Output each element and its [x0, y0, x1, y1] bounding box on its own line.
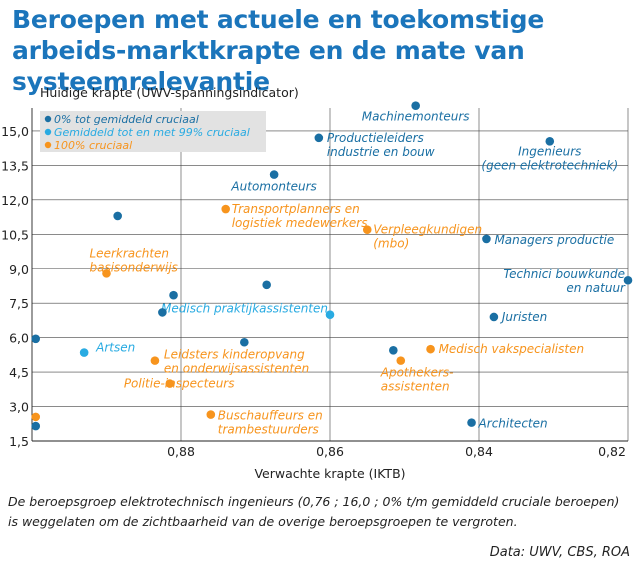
- point-label-line: trambestuurders: [218, 423, 319, 437]
- point-label-line: en natuur: [566, 281, 626, 295]
- legend-box: [40, 111, 266, 152]
- y-tick-label: 10,5: [1, 227, 29, 242]
- data-point: [396, 356, 406, 365]
- point-label: Productieleiders industrie en bouw: [327, 131, 435, 159]
- point-label-line: Productieleiders: [327, 131, 424, 145]
- point-label-line: Transportplanners en: [232, 202, 360, 216]
- data-point: [467, 418, 476, 427]
- point-label: Medisch praktijkassistenten: [161, 302, 328, 316]
- point-label: Leidsters kinderopvang en onderwijsassist…: [164, 348, 309, 376]
- point-label: Artsen: [95, 341, 135, 355]
- legend-entry-label: 0% tot gemiddeld cruciaal: [54, 113, 199, 126]
- point-label: Managers productie: [494, 233, 614, 247]
- point-label-line: basisonderwijs: [90, 260, 178, 274]
- data-point: [79, 348, 89, 357]
- data-point: [269, 170, 279, 179]
- data-point: [325, 310, 335, 319]
- data-point: [31, 421, 41, 431]
- point-label-line: Politie-inspecteurs: [124, 377, 235, 391]
- point-label-line: Ingenieurs: [518, 144, 581, 158]
- data-point: [169, 290, 178, 300]
- y-tick-label: 12,0: [1, 193, 29, 208]
- data-point: [221, 204, 230, 214]
- point-label-line: Buschauffeurs en: [218, 409, 323, 423]
- data-point: [102, 269, 111, 278]
- data-point: [206, 410, 216, 419]
- data-point: [389, 345, 398, 355]
- point-label-line: Managers productie: [494, 233, 614, 247]
- point-label: Medisch vakspecialisten: [439, 342, 585, 356]
- data-point: [623, 275, 633, 285]
- legend-marker: [44, 141, 52, 149]
- point-label-line: Juristen: [500, 310, 547, 324]
- point-label-line: Artsen: [95, 341, 135, 355]
- y-tick-label: 9,0: [9, 262, 29, 277]
- point-label-line: Machinemonteurs: [362, 110, 470, 124]
- data-point: [426, 344, 435, 354]
- legend-entry-label: 100% cruciaal: [54, 139, 132, 152]
- x-tick-label: 0,88: [167, 444, 195, 459]
- y-tick-label: 6,0: [9, 331, 29, 346]
- scatter-chart: 1,5 3,0 4,5 6,0 7,5 9,0 10,5 12,0 13,5 15,0 0,88 0,…: [1, 85, 633, 481]
- data-point: [31, 334, 41, 344]
- point-label: Transportplanners en logistiek medewerker…: [232, 202, 368, 230]
- y-tick-label: 7,5: [9, 296, 29, 311]
- data-point: [411, 101, 420, 111]
- point-label-line: (mbo): [373, 237, 409, 251]
- x-tick-label: 0,84: [465, 444, 493, 459]
- point-label: Apothekers-assistenten: [380, 366, 454, 394]
- y-tick-label: 1,5: [9, 434, 29, 449]
- chart-footnote: De beroepsgroep elektrotechnisch ingenie…: [8, 494, 620, 529]
- data-point: [165, 379, 175, 388]
- point-label-line: (geen elektrotechniek): [481, 158, 618, 172]
- data-point: [113, 211, 122, 221]
- legend-entry-label: Gemiddeld tot en met 99% cruciaal: [54, 126, 250, 139]
- point-label: Politie-inspecteurs: [124, 377, 235, 391]
- point-label-line: Technici bouwkunde: [503, 267, 625, 281]
- point-label-line: Medisch praktijkassistenten: [161, 302, 328, 316]
- data-point: [150, 356, 160, 365]
- point-label-line: Leidsters kinderopvang: [164, 348, 305, 362]
- point-label-line: Verpleegkundigen: [373, 223, 482, 237]
- data-point: [482, 234, 491, 244]
- point-label-line: industrie en bouw: [327, 145, 435, 159]
- data-point: [240, 337, 249, 347]
- data-point: [314, 133, 324, 143]
- point-label: Technici bouwkunde en natuur: [503, 267, 626, 295]
- y-tick-label: 13,5: [1, 158, 29, 173]
- data-point: [489, 312, 499, 322]
- point-label-line: logistiek medewerkers: [232, 216, 368, 230]
- point-label: Ingenieurs (geen elektrotechniek): [481, 144, 618, 172]
- data-point: [545, 137, 555, 146]
- point-label-line: Medisch vakspecialisten: [439, 342, 585, 356]
- point-label-line: Automonteurs: [230, 180, 316, 194]
- data-point: [262, 280, 271, 290]
- x-tick-label: 0,86: [316, 444, 344, 459]
- x-axis-title: Verwachte krapte (IKTB): [254, 466, 405, 481]
- point-label: Juristen: [500, 310, 547, 324]
- point-label: Buschauffeurs en trambestuurders: [218, 409, 323, 437]
- data-point: [362, 225, 372, 235]
- y-tick-label: 15,0: [1, 124, 29, 139]
- point-label-line: assistenten: [381, 380, 450, 394]
- point-label-line: Leerkrachten: [90, 246, 170, 260]
- data-source: Data: UWV, CBS, ROA: [489, 545, 630, 560]
- point-label: Verpleegkundigen (mbo): [373, 223, 482, 251]
- chart-title: Beroepen met actuele en toekomstige arbe…: [12, 5, 545, 96]
- legend-marker: [44, 115, 52, 123]
- point-label: Leerkrachten basisonderwijs: [90, 246, 178, 274]
- point-label-line: Apothekers-: [380, 366, 454, 380]
- point-label-line: Architecten: [478, 417, 548, 431]
- point-label: Automonteurs: [230, 180, 316, 194]
- y-tick-label: 3,0: [9, 400, 29, 415]
- legend-marker: [44, 128, 52, 136]
- y-axis-title: Huidige krapte (UWV-spanningsindicator): [40, 85, 299, 100]
- y-tick-label: 4,5: [9, 365, 29, 380]
- data-point: [31, 412, 41, 422]
- data-point: [158, 308, 167, 317]
- point-label-line: en onderwijsassistenten: [164, 362, 309, 376]
- point-label: Architecten: [478, 417, 548, 431]
- x-tick-label: 0,82: [598, 444, 626, 459]
- point-label: Machinemonteurs: [362, 110, 470, 124]
